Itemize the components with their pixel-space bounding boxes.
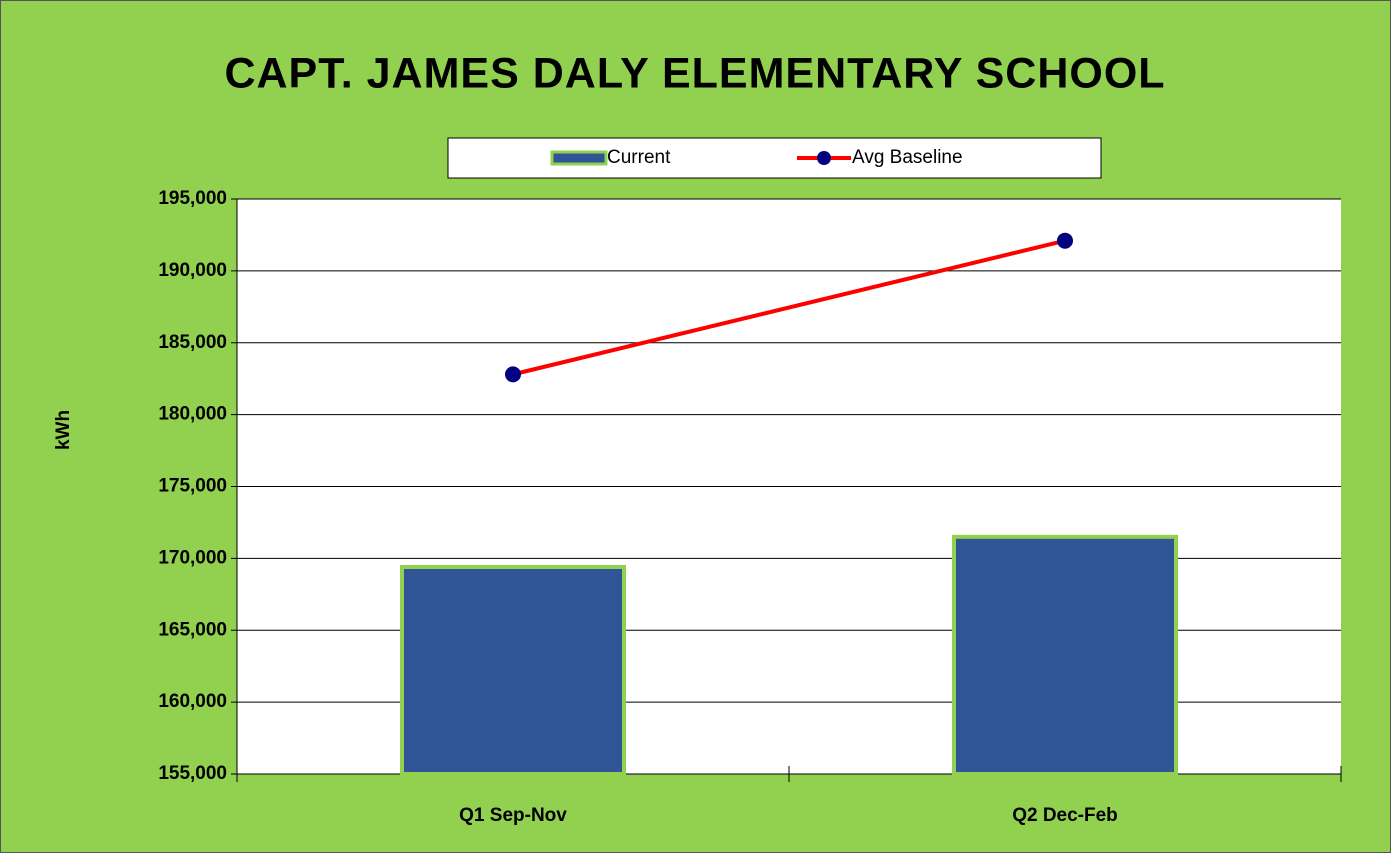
line-marker — [505, 366, 521, 383]
chart-title: CAPT. JAMES DALY ELEMENTARY SCHOOL — [224, 49, 1165, 97]
x-tick-label: Q1 Sep-Nov — [459, 805, 567, 826]
line-marker — [1057, 232, 1073, 249]
y-tick-label: 175,000 — [158, 476, 227, 497]
legend-swatch — [550, 150, 608, 166]
x-tick-label: Q2 Dec-Feb — [1012, 805, 1118, 826]
y-tick-label: 195,000 — [158, 188, 227, 209]
y-tick-label: 190,000 — [158, 260, 227, 281]
legend-marker — [817, 151, 831, 165]
y-tick-label: 170,000 — [158, 547, 227, 568]
legend-box — [447, 137, 1102, 179]
y-tick-label: 160,000 — [158, 691, 227, 712]
y-axis-label: kWh — [53, 410, 74, 450]
y-tick-label: 180,000 — [158, 404, 227, 425]
legend-label: Avg Baseline — [852, 147, 963, 168]
y-tick-label: 155,000 — [158, 763, 227, 784]
y-tick-label: 165,000 — [158, 619, 227, 640]
bar — [400, 565, 626, 776]
legend-label: Current — [607, 147, 671, 168]
bar — [952, 534, 1178, 776]
y-tick-label: 185,000 — [158, 332, 227, 353]
line — [512, 238, 1066, 377]
